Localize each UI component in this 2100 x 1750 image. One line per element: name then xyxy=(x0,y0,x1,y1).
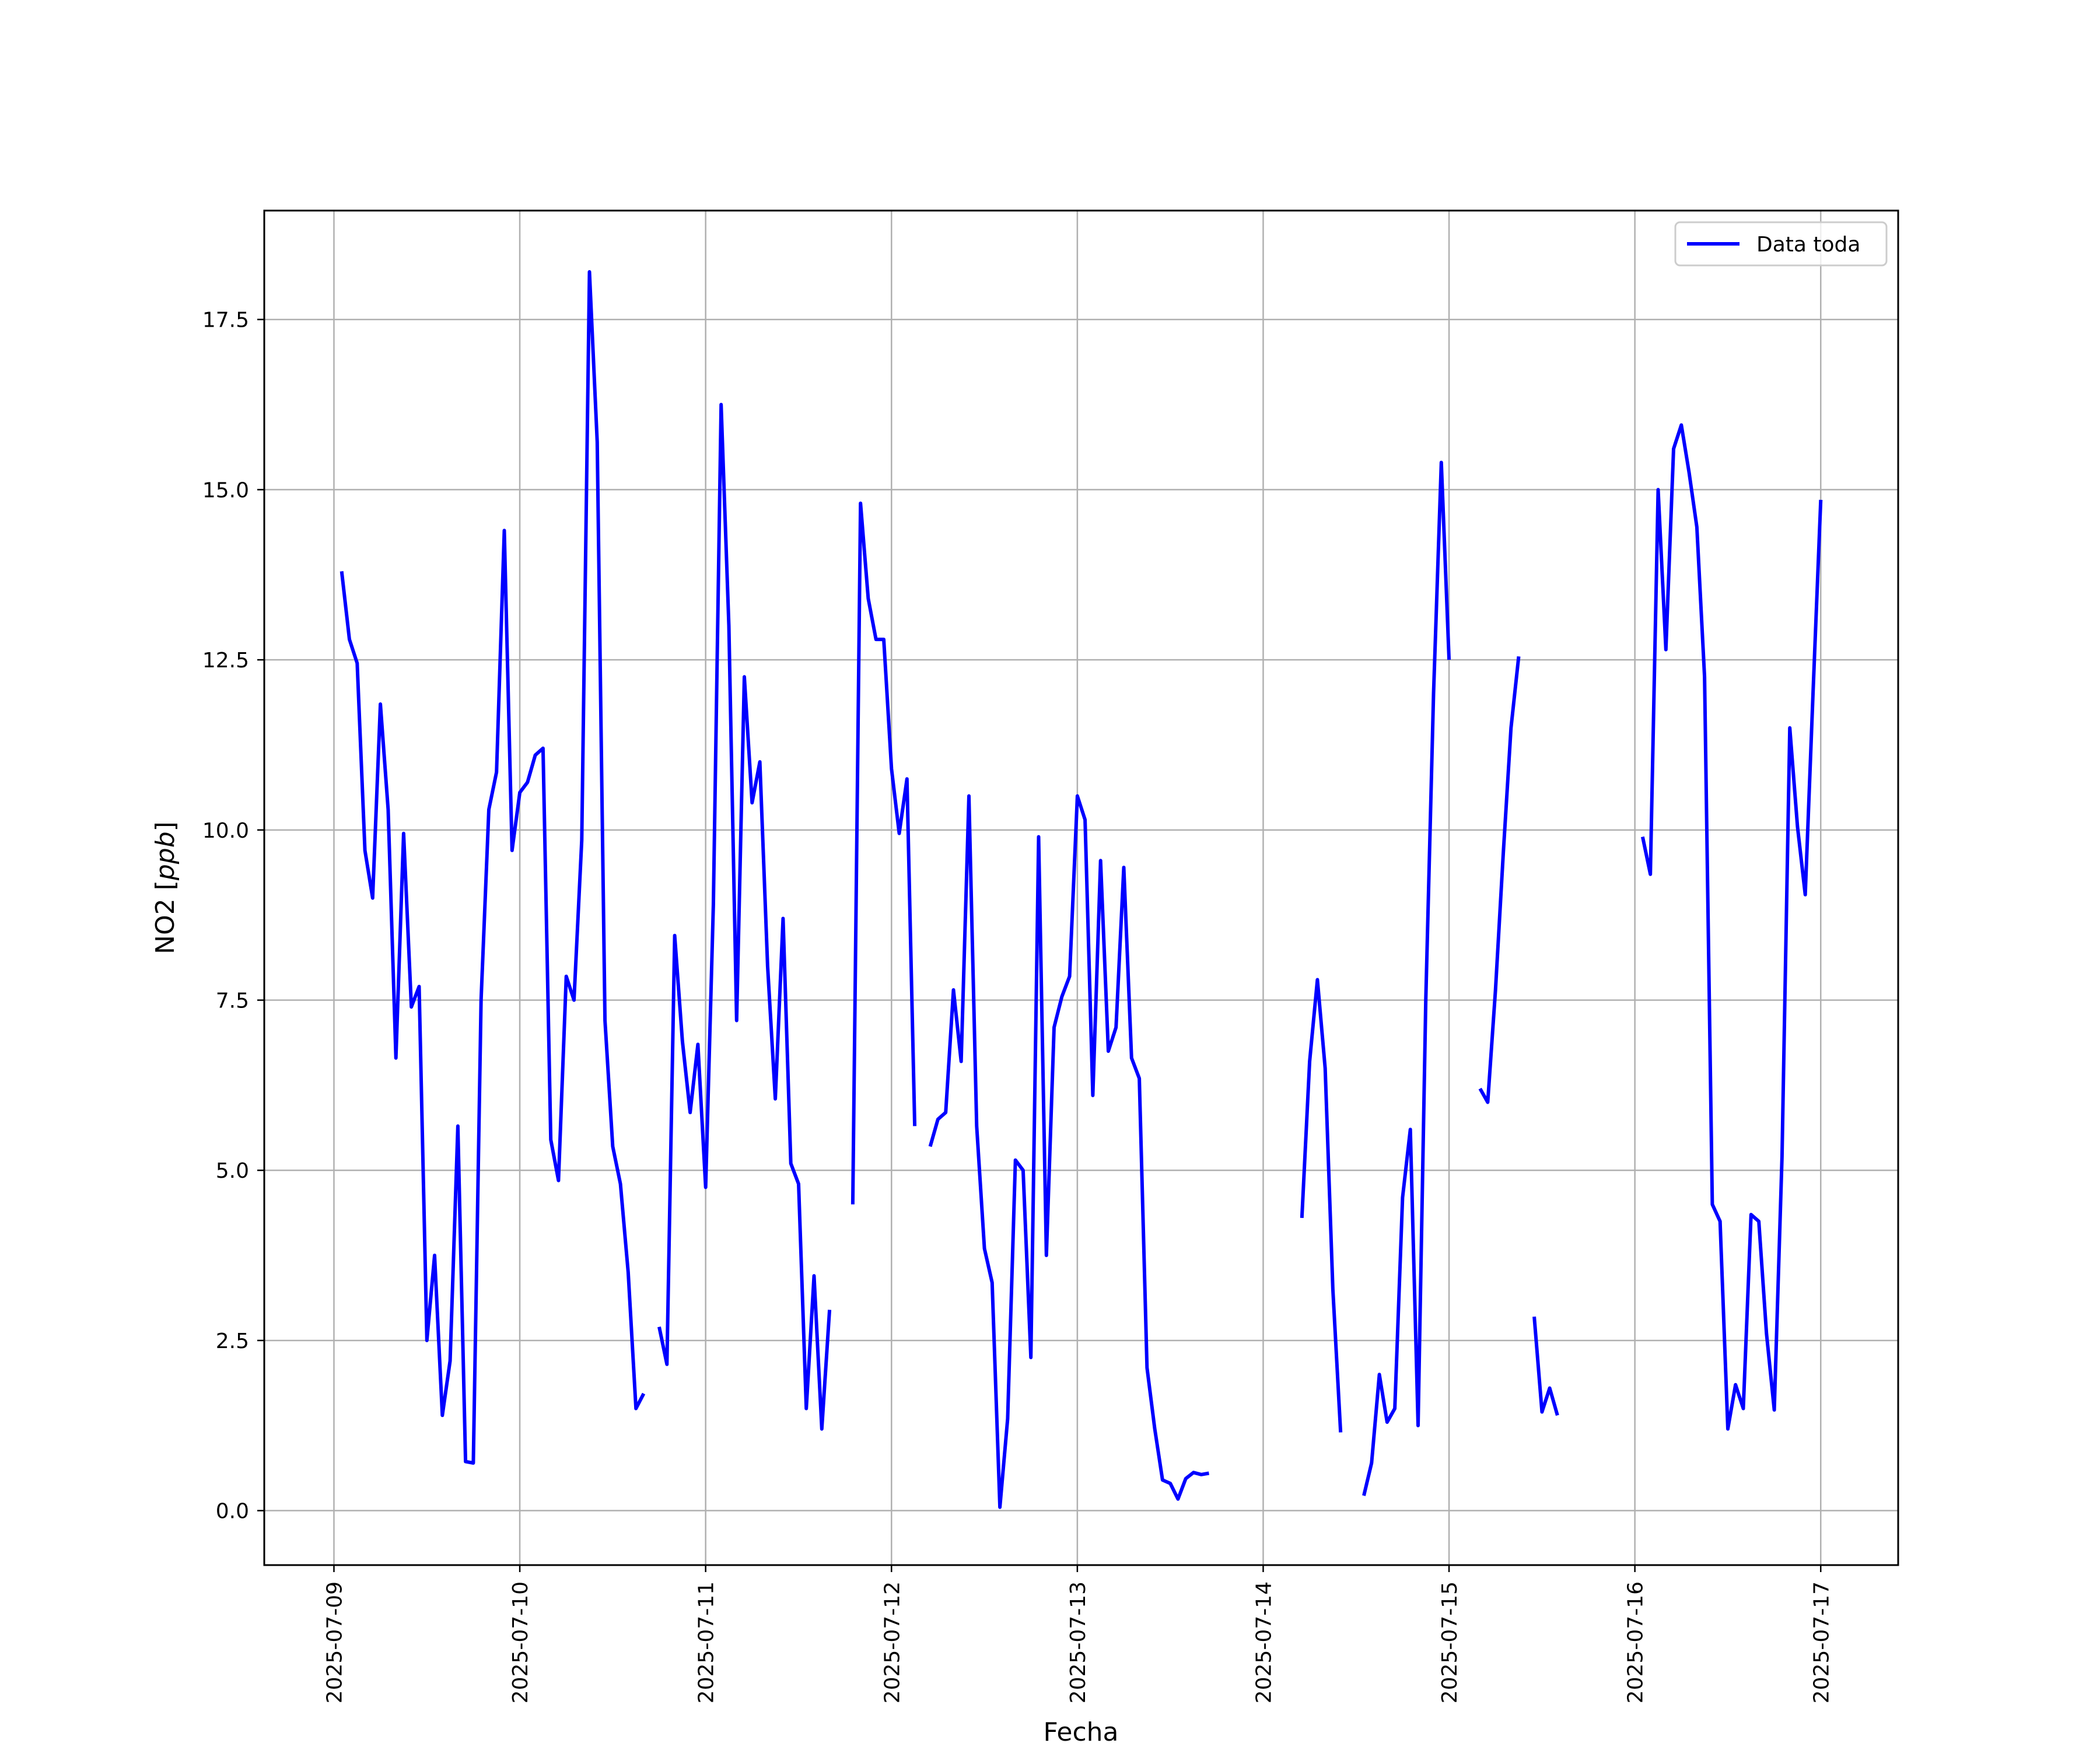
legend-label: Data toda xyxy=(1756,233,1860,257)
series-line-segment xyxy=(657,402,832,1431)
legend: Data toda xyxy=(1674,221,1888,267)
series-line-segment xyxy=(1362,460,1451,1496)
x-tick-label: 2025-07-14 xyxy=(1252,1581,1276,1703)
y-axis-label-end: ] xyxy=(150,821,180,831)
x-axis-ticks: 2025-07-09 2025-07-10 2025-07-11 2025-07-12… xyxy=(323,1565,1833,1703)
y-tick-label: 17.5 xyxy=(202,309,249,332)
legend-box xyxy=(1674,221,1888,267)
x-tick-label: 2025-07-12 xyxy=(880,1581,904,1703)
series-line-segment xyxy=(1532,1316,1559,1416)
y-tick-label: 12.5 xyxy=(202,649,249,673)
series-line-segment xyxy=(1640,423,1823,1431)
y-axis-label-unit: ppb xyxy=(150,831,180,881)
plot-frame xyxy=(263,209,1899,1566)
y-axis-label: NO2 [ppb] xyxy=(150,821,180,954)
y-tick-label: 7.5 xyxy=(216,989,249,1013)
x-tick-label: 2025-07-10 xyxy=(509,1581,533,1703)
y-tick-label: 5.0 xyxy=(216,1159,249,1183)
x-tick-label: 2025-07-16 xyxy=(1624,1581,1648,1703)
series-data-toda xyxy=(340,270,1823,1509)
x-tick-label: 2025-07-09 xyxy=(323,1581,346,1703)
x-tick-label: 2025-07-17 xyxy=(1810,1581,1833,1703)
y-tick-label: 15.0 xyxy=(202,478,249,502)
series-line-segment xyxy=(1300,978,1343,1433)
series-line-segment xyxy=(1478,656,1521,1104)
series-line-segment xyxy=(850,501,917,1205)
grid xyxy=(264,211,1898,1565)
x-axis-label: Fecha xyxy=(1043,1717,1118,1747)
y-tick-label: 10.0 xyxy=(202,819,249,843)
x-tick-label: 2025-07-13 xyxy=(1066,1581,1090,1703)
series-line-segment xyxy=(928,794,1210,1509)
y-tick-label: 0.0 xyxy=(216,1500,249,1524)
x-tick-label: 2025-07-11 xyxy=(695,1581,719,1703)
series-line-segment xyxy=(340,270,646,1465)
y-axis-ticks: 0.0 2.5 5.0 7.5 10.0 12.5 15.0 17.5 xyxy=(202,309,264,1524)
y-axis-label-main: NO2 [ xyxy=(150,880,180,954)
x-tick-label: 2025-07-15 xyxy=(1438,1581,1462,1703)
y-tick-label: 2.5 xyxy=(216,1329,249,1353)
